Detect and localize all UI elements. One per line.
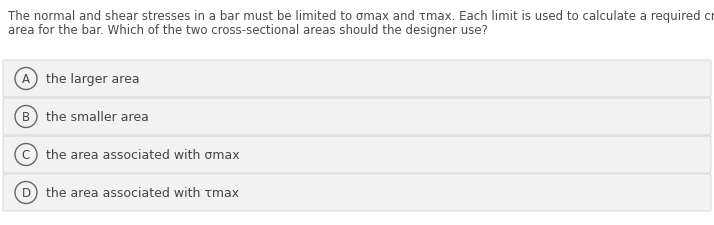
Text: the area associated with σmax: the area associated with σmax (46, 148, 240, 161)
Text: The normal and shear stresses in a bar must be limited to σmax and τmax. Each li: The normal and shear stresses in a bar m… (8, 10, 714, 23)
Ellipse shape (15, 106, 37, 128)
Text: A: A (22, 73, 30, 86)
Ellipse shape (15, 68, 37, 90)
Text: the area associated with τmax: the area associated with τmax (46, 186, 239, 199)
FancyBboxPatch shape (3, 136, 711, 173)
FancyBboxPatch shape (3, 174, 711, 211)
Ellipse shape (15, 144, 37, 166)
Text: D: D (21, 186, 31, 199)
FancyBboxPatch shape (3, 99, 711, 135)
Ellipse shape (15, 182, 37, 204)
Text: area for the bar. Which of the two cross-sectional areas should the designer use: area for the bar. Which of the two cross… (8, 24, 488, 37)
Text: the smaller area: the smaller area (46, 110, 149, 124)
Text: C: C (22, 148, 30, 161)
Text: the larger area: the larger area (46, 73, 140, 86)
Text: B: B (22, 110, 30, 124)
FancyBboxPatch shape (3, 61, 711, 98)
